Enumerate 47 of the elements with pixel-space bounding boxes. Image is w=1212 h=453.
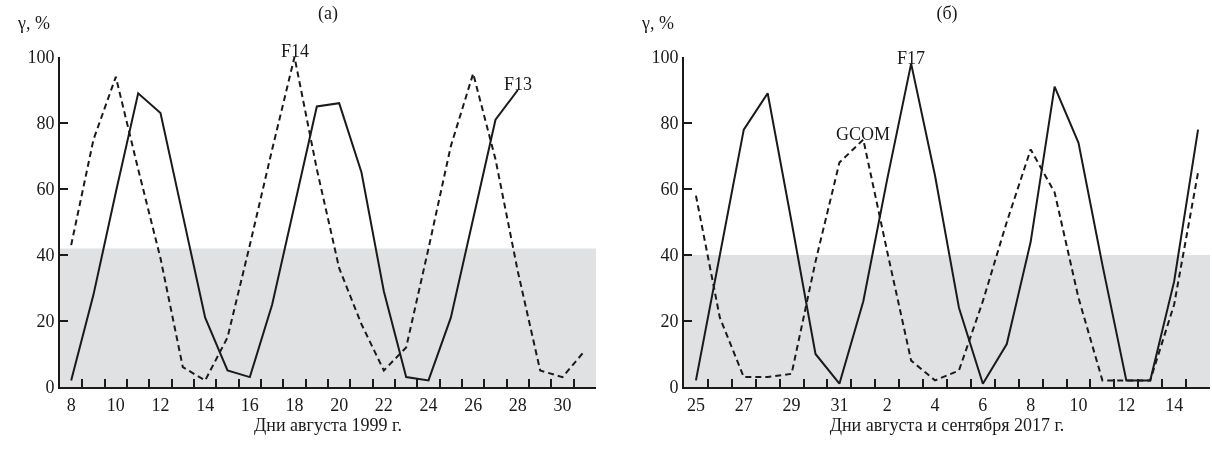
x-tick-label: 25 (686, 394, 705, 415)
x-tick-label: 27 (734, 394, 753, 415)
x-tick-label: 18 (285, 394, 304, 415)
y-axis-title: γ, % (17, 13, 50, 33)
x-tick-label: 14 (1165, 394, 1184, 415)
x-tick-label: 29 (782, 394, 801, 415)
y-tick-label: 60 (36, 179, 55, 200)
x-tick-label: 10 (1069, 394, 1088, 415)
x-tick-label: 28 (508, 394, 527, 415)
y-axis-title: γ, % (641, 13, 674, 33)
x-tick-label: 26 (464, 394, 483, 415)
chart-title: (б) (936, 3, 958, 25)
x-tick-label: 22 (374, 394, 393, 415)
x-axis-title: Дни августа и сентября 2017 г. (829, 414, 1065, 435)
x-tick-label: 24 (419, 394, 438, 415)
x-tick-label: 10 (106, 394, 125, 415)
series-label: F17 (897, 48, 926, 68)
line-series (694, 62, 1200, 385)
x-tick-label: 31 (830, 394, 849, 415)
x-tick-label: 20 (330, 394, 349, 415)
y-tick-label: 0 (45, 377, 55, 398)
series-label: F14 (281, 41, 310, 61)
x-tick-label: 30 (553, 394, 572, 415)
x-tick-label: 4 (930, 394, 940, 415)
chart-title: (а) (318, 3, 338, 25)
x-tick-label: 2 (882, 394, 892, 415)
y-tick-label: 60 (660, 179, 679, 200)
x-tick-label: 8 (1026, 394, 1036, 415)
y-tick-label: 40 (36, 245, 55, 266)
x-tick-label: 16 (240, 394, 259, 415)
line-series (70, 57, 586, 382)
series-label: F13 (504, 74, 533, 94)
y-tick-label: 0 (669, 377, 679, 398)
y-tick-label: 100 (651, 47, 679, 68)
y-tick-label: 20 (36, 311, 55, 332)
series-label: GCOM (836, 124, 891, 144)
x-tick-label: 12 (1117, 394, 1136, 415)
x-axis-title: Дни августа 1999 г. (254, 414, 402, 435)
y-tick-label: 80 (36, 113, 55, 134)
x-tick-label: 12 (151, 394, 170, 415)
x-tick-label: 8 (66, 394, 76, 415)
x-tick-label: 14 (196, 394, 215, 415)
y-tick-label: 100 (27, 47, 55, 68)
y-tick-label: 80 (660, 113, 679, 134)
x-tick-label: 6 (978, 394, 988, 415)
y-tick-label: 20 (660, 311, 679, 332)
y-tick-label: 40 (660, 245, 679, 266)
